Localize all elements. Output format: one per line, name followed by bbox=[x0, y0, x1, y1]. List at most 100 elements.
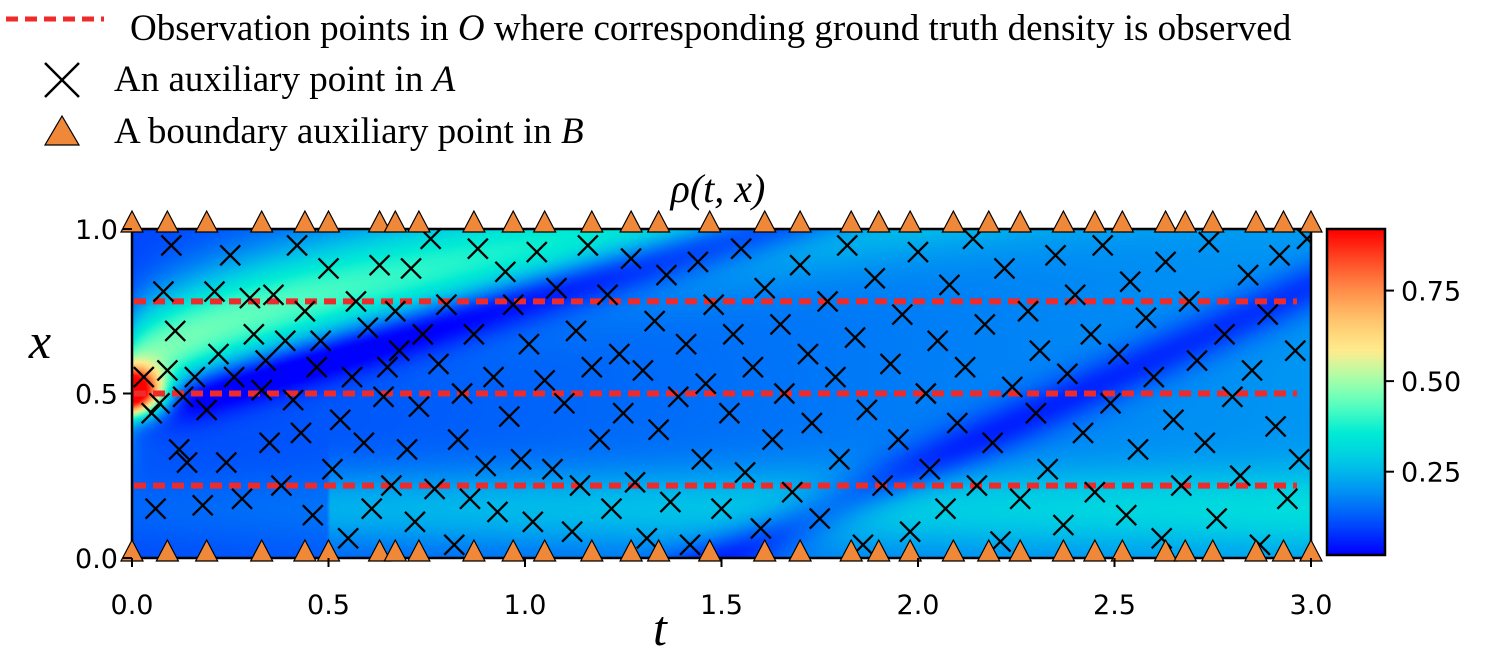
boundary-point bbox=[501, 538, 526, 562]
auxiliary-point bbox=[797, 343, 819, 365]
x-tick-label: 0.5 bbox=[307, 590, 350, 621]
auxiliary-point bbox=[624, 471, 646, 494]
boundary-point bbox=[406, 209, 431, 233]
boundary-point bbox=[646, 209, 671, 233]
boundary-point bbox=[1051, 538, 1076, 562]
auxiliary-point bbox=[223, 366, 245, 388]
auxiliary-point bbox=[384, 300, 407, 323]
auxiliary-point bbox=[502, 293, 525, 316]
colorbar: 0.25 0.50 0.75 bbox=[1325, 227, 1461, 557]
y-tick-label: 0.0 bbox=[75, 544, 118, 575]
auxiliary-point bbox=[294, 300, 316, 323]
auxiliary-point bbox=[742, 356, 764, 378]
auxiliary-point bbox=[1186, 349, 1208, 372]
y-axis-label: x bbox=[28, 313, 51, 369]
auxiliary-point bbox=[400, 257, 422, 280]
colorbar-tick-label: 0.25 bbox=[1401, 458, 1461, 489]
x-tick-label: 0.0 bbox=[111, 590, 154, 621]
boundary-point bbox=[697, 209, 722, 233]
colorbar-gradient bbox=[1327, 229, 1385, 555]
auxiliary-point bbox=[643, 310, 666, 332]
boundary-point bbox=[367, 209, 392, 233]
auxiliary-point bbox=[1170, 474, 1193, 497]
boundary-point bbox=[1173, 209, 1198, 233]
boundary-point bbox=[1200, 209, 1225, 233]
auxiliary-point bbox=[317, 257, 340, 280]
colorbar-ticks: 0.25 0.50 0.75 bbox=[1385, 277, 1461, 489]
boundary-point bbox=[752, 209, 777, 233]
auxiliary-point bbox=[290, 422, 312, 444]
auxiliary-point bbox=[474, 455, 497, 477]
auxiliary-point bbox=[368, 254, 391, 277]
auxiliary-point bbox=[1029, 339, 1051, 362]
auxiliary-point bbox=[203, 280, 226, 303]
colorbar-tick-label: 0.75 bbox=[1401, 277, 1461, 308]
auxiliary-point bbox=[702, 293, 725, 316]
auxiliary-point bbox=[258, 432, 281, 454]
legend-boundary-marker bbox=[43, 114, 81, 146]
auxiliary-point bbox=[773, 382, 796, 405]
auxiliary-point bbox=[1091, 234, 1114, 257]
x-axis-label: t bbox=[653, 600, 668, 656]
auxiliary-point bbox=[836, 234, 859, 257]
boundary-point bbox=[194, 209, 219, 233]
auxiliary-point bbox=[569, 474, 591, 497]
boundary-point bbox=[1082, 538, 1107, 562]
auxiliary-point bbox=[1142, 366, 1165, 388]
auxiliary-point bbox=[918, 458, 941, 480]
auxiliary-point bbox=[966, 474, 988, 497]
x-axis: 0.0 0.5 1.0 1.5 2.0 2.5 3.0 bbox=[111, 558, 1332, 621]
boundary-point bbox=[646, 538, 671, 562]
auxiliary-point bbox=[172, 385, 194, 408]
auxiliary-point bbox=[1072, 422, 1094, 444]
auxiliary-point bbox=[164, 320, 187, 342]
auxiliary-point bbox=[801, 412, 823, 434]
auxiliary-point bbox=[596, 283, 619, 306]
auxiliary-point bbox=[1229, 464, 1252, 487]
auxiliary-point bbox=[1221, 385, 1244, 408]
auxiliary-point bbox=[659, 491, 682, 513]
auxiliary-point bbox=[345, 290, 367, 313]
auxiliary-point bbox=[647, 418, 670, 441]
auxiliary-point bbox=[1154, 251, 1177, 273]
auxiliary-point bbox=[734, 461, 756, 484]
auxiliary-point bbox=[396, 438, 418, 461]
y-tick-label: 0.5 bbox=[75, 380, 118, 411]
x-tick-label: 1.5 bbox=[700, 590, 743, 621]
auxiliary-point bbox=[254, 349, 277, 372]
auxiliary-point bbox=[730, 237, 752, 260]
boundary-point bbox=[461, 538, 486, 562]
auxiliary-point bbox=[160, 234, 183, 257]
colorbar-frame bbox=[1325, 227, 1387, 557]
auxiliary-point bbox=[423, 478, 446, 500]
boundary-point bbox=[532, 209, 557, 233]
auxiliary-point bbox=[1127, 438, 1149, 461]
boundary-point bbox=[1243, 538, 1268, 562]
boundary-point bbox=[1271, 209, 1296, 233]
auxiliary-point bbox=[636, 527, 658, 550]
auxiliary-point bbox=[655, 264, 678, 286]
boundary-points bbox=[120, 209, 1323, 562]
auxiliary-point bbox=[899, 520, 921, 543]
auxiliary-point bbox=[1205, 507, 1228, 530]
boundary-point bbox=[292, 209, 317, 233]
auxiliary-point bbox=[215, 451, 238, 474]
boundary-point bbox=[898, 209, 923, 233]
auxiliary-point bbox=[270, 474, 293, 497]
boundary-point bbox=[1271, 538, 1296, 562]
auxiliary-point bbox=[691, 448, 713, 471]
auxiliary-point bbox=[565, 320, 587, 342]
auxiliary-point bbox=[1284, 339, 1307, 362]
auxiliary-point bbox=[309, 330, 332, 352]
auxiliary-point bbox=[463, 323, 485, 346]
boundary-point bbox=[316, 209, 341, 233]
boundary-point bbox=[249, 209, 274, 233]
auxiliary-point bbox=[140, 402, 163, 425]
y-tick-label: 1.0 bbox=[75, 215, 118, 246]
auxiliary-point bbox=[1064, 283, 1087, 306]
auxiliary-point bbox=[632, 359, 654, 382]
auxiliary-point bbox=[1044, 244, 1067, 267]
auxiliary-point bbox=[789, 254, 811, 277]
auxiliary-point bbox=[274, 330, 297, 352]
auxiliary-point bbox=[1276, 487, 1299, 510]
